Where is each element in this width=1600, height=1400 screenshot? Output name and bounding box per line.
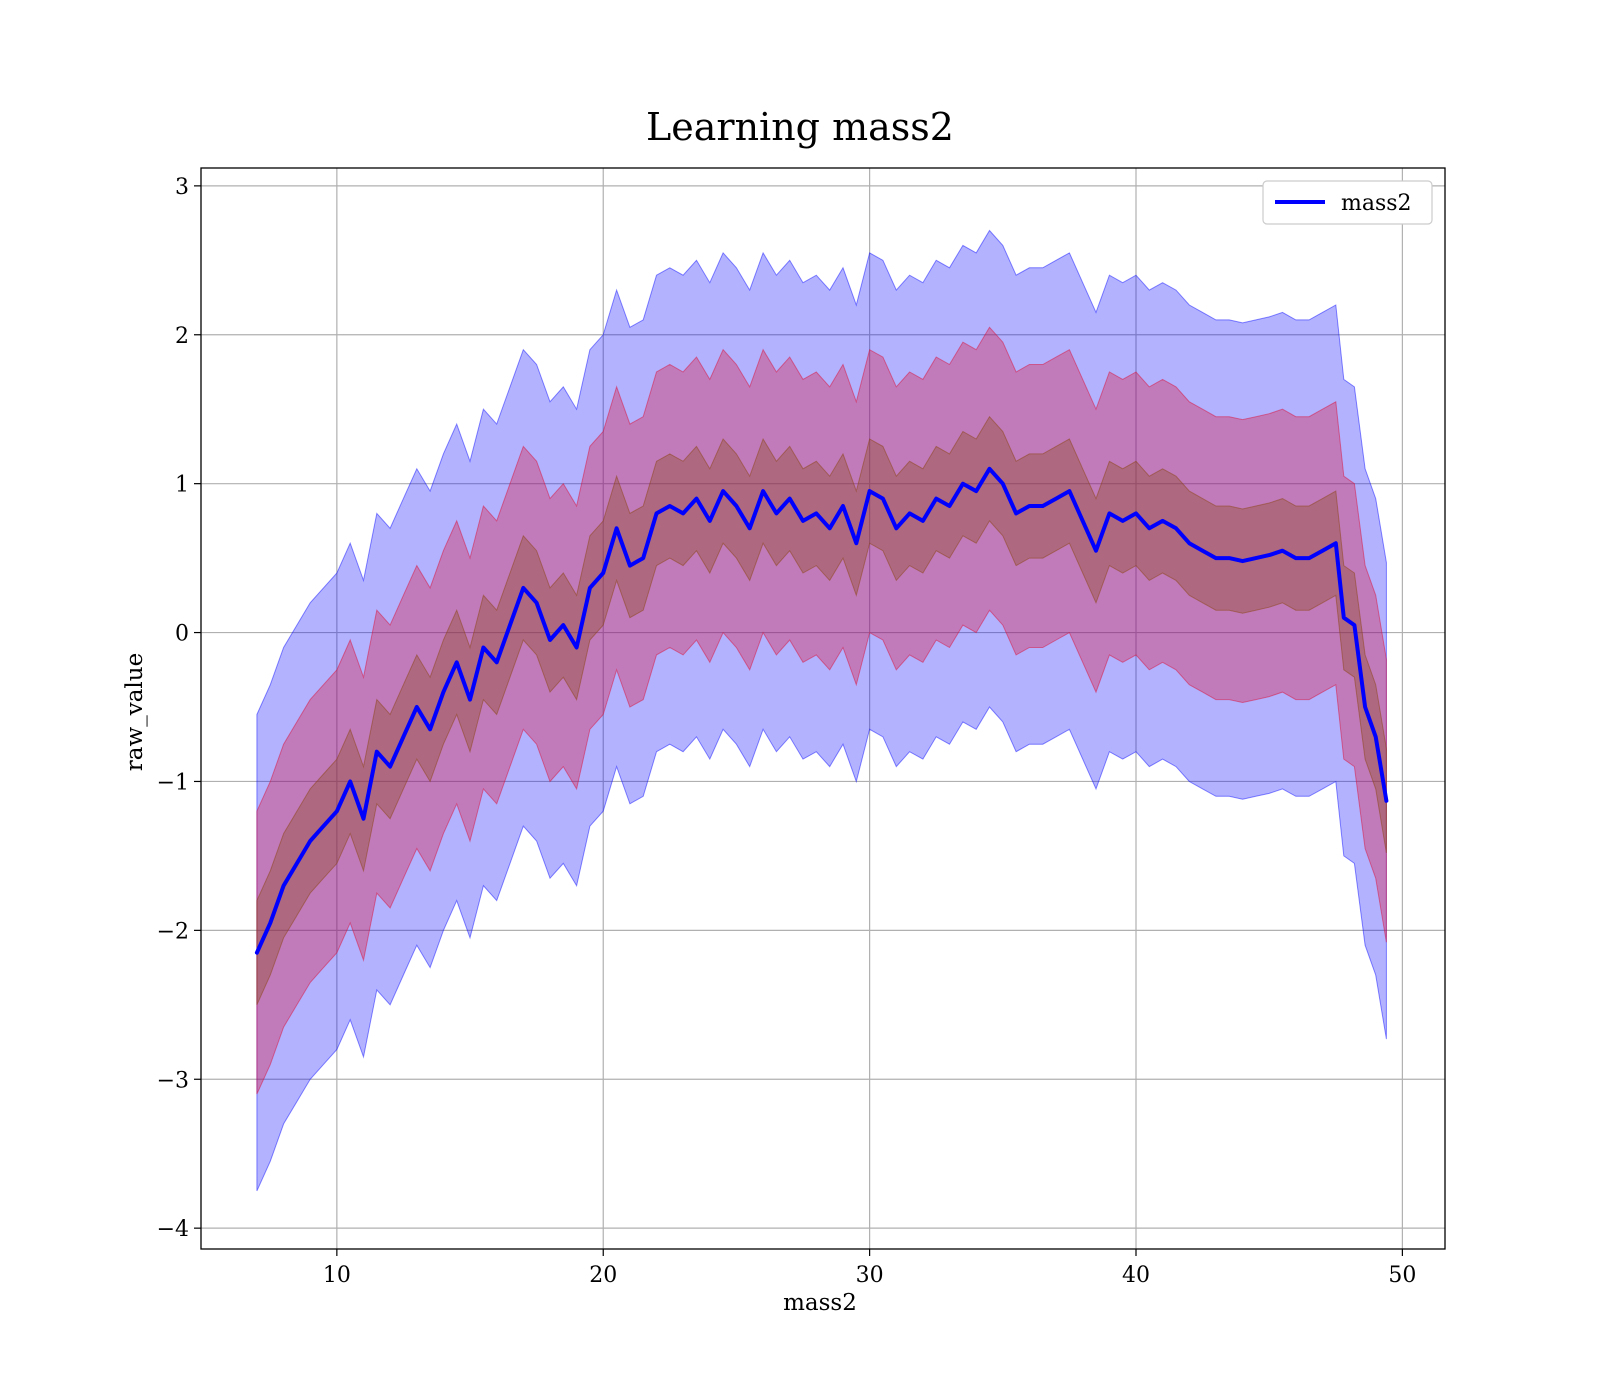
- x-tick-label: 30: [856, 1263, 884, 1288]
- legend-box: [1262, 180, 1433, 225]
- y-axis-label: raw_value: [122, 653, 148, 771]
- x-tick-label: 20: [589, 1263, 617, 1288]
- grid-layer: [201, 168, 1445, 1249]
- plot-frame: [200, 167, 1446, 1250]
- tick-layer: 10 20 30 40 50 −4 −3 −2 −1 0 1 2 3: [157, 175, 1417, 1288]
- y-tick-label: −1: [157, 770, 189, 795]
- legend: mass2: [1262, 180, 1433, 225]
- y-tick-label: 2: [175, 324, 189, 349]
- confidence-band-2: [256, 326, 1387, 1095]
- x-axis-label: mass2: [783, 1290, 857, 1316]
- y-tick-label: −2: [157, 919, 189, 944]
- y-tick-label: −4: [157, 1217, 189, 1242]
- legend-label-mass2: mass2: [1341, 191, 1412, 216]
- confidence-band-3: [256, 415, 1387, 1006]
- chart-title: Learning mass2: [646, 105, 954, 149]
- y-tick-label: 1: [175, 473, 189, 498]
- y-tick-label: 3: [175, 175, 189, 200]
- band-layer: [256, 229, 1387, 1192]
- y-tick-label: −3: [157, 1068, 189, 1093]
- x-tick-label: 40: [1122, 1263, 1150, 1288]
- y-tick-label: 0: [175, 622, 189, 647]
- line-layer: [254, 466, 1389, 955]
- x-tick-label: 50: [1388, 1263, 1416, 1288]
- confidence-band-1: [256, 229, 1387, 1192]
- series-line-mass2: [254, 466, 1389, 955]
- x-tick-label: 10: [323, 1263, 351, 1288]
